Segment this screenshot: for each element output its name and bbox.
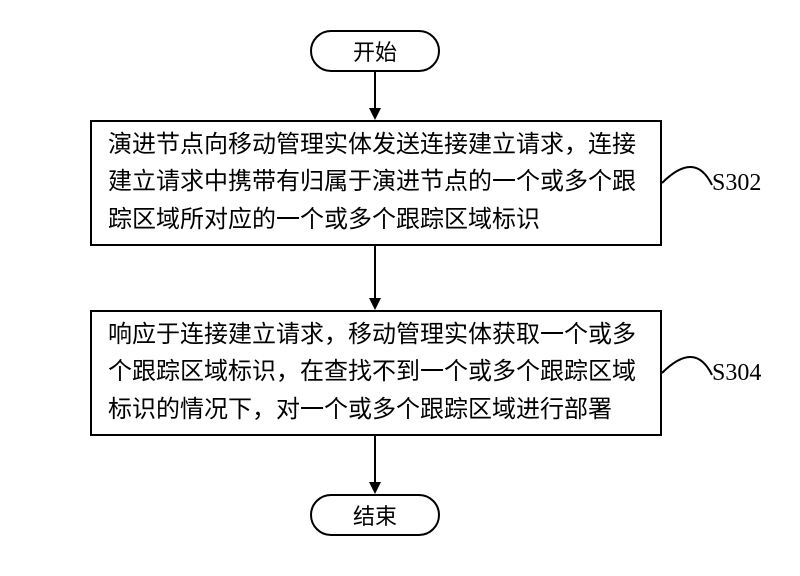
end-label: 结束 (353, 499, 397, 531)
end-node: 结束 (310, 494, 440, 536)
edge-s304-end (0, 0, 800, 576)
flowchart-container: 开始 演进节点向移动管理实体发送连接建立请求，连接建立请求中携带有归属于演进节点… (0, 0, 800, 576)
